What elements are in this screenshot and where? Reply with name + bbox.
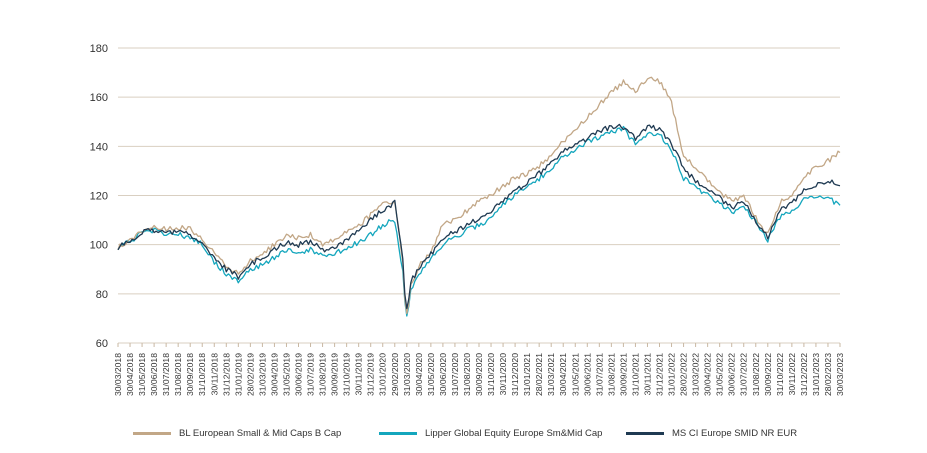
x-tick-label: 31/12/2020	[510, 353, 520, 396]
x-tick-label: 30/04/2019	[269, 353, 279, 396]
y-tick-label-100: 100	[90, 240, 108, 252]
legend-label-lipper: Lipper Global Equity Europe Sm&Mid Cap	[425, 428, 603, 439]
x-tick-label: 28/02/2021	[534, 353, 544, 396]
x-tick-label: 28/02/2022	[679, 353, 689, 396]
x-tick-label: 30/03/2018	[113, 353, 123, 396]
x-tick-label: 31/01/2022	[667, 353, 677, 396]
x-tick-label: 31/05/2021	[570, 353, 580, 396]
x-tick-label: 31/10/2021	[630, 353, 640, 396]
x-tick-label: 31/01/2021	[522, 353, 532, 396]
x-tick-label: 30/03/2023	[835, 353, 845, 396]
x-tick-label: 30/04/2020	[414, 353, 424, 396]
x-tick-label: 30/04/2018	[125, 353, 135, 396]
series-line-lipper-global-equity-europe-sm-mid-cap	[117, 125, 841, 317]
x-tick-label: 30/09/2022	[763, 353, 773, 396]
x-tick-label: 31/12/2018	[221, 353, 231, 396]
x-tick-label: 30/06/2019	[294, 353, 304, 396]
legend-swatch-lipper	[379, 432, 417, 435]
x-tick-label: 31/12/2022	[799, 353, 809, 396]
x-tick-label: 31/08/2022	[751, 353, 761, 396]
x-tick-label: 31/03/2022	[691, 353, 701, 396]
x-tick-label: 29/02/2020	[390, 353, 400, 396]
series-lines	[117, 76, 841, 317]
x-tick-label: 31/05/2019	[281, 353, 291, 396]
gridlines	[118, 47, 840, 344]
x-tick-label: 31/07/2022	[739, 353, 749, 396]
x-tick-label: 31/01/2023	[811, 353, 821, 396]
x-tick-label: 30/09/2021	[618, 353, 628, 396]
legend-item-bl-european: BL European Small & Mid Caps B Cap	[133, 428, 341, 439]
y-tick-label-180: 180	[90, 43, 108, 55]
x-tick-label: 30/09/2020	[474, 353, 484, 396]
y-tick-label-60: 60	[96, 338, 108, 350]
x-tick-label: 30/11/2019	[354, 353, 364, 396]
series-line-bl-european-small-mid-caps-b-cap	[117, 76, 841, 315]
legend-item-msci: MS CI Europe SMID NR EUR	[626, 428, 797, 439]
x-tick-label: 31/08/2018	[173, 353, 183, 396]
x-tick-label: 31/05/2020	[426, 353, 436, 396]
x-tick-label: 31/12/2021	[655, 353, 665, 396]
x-tick-label: 30/09/2019	[330, 353, 340, 396]
legend-swatch-msci	[626, 432, 664, 435]
x-tick-label: 31/10/2018	[197, 353, 207, 396]
legend-label-msci: MS CI Europe SMID NR EUR	[672, 428, 798, 439]
x-tick-label: 31/10/2019	[342, 353, 352, 396]
y-axis: 60 80 100 120 140 160 180	[90, 43, 108, 350]
x-tick-label: 30/06/2022	[727, 353, 737, 396]
x-tick-label: 31/01/2019	[233, 353, 243, 396]
x-tick-label: 30/06/2021	[582, 353, 592, 396]
y-tick-label-160: 160	[90, 92, 108, 104]
x-tick-label: 28/02/2023	[823, 353, 833, 396]
x-tick-label: 31/03/2020	[402, 353, 412, 396]
x-tick-label: 31/10/2020	[486, 353, 496, 396]
x-tick-label: 31/05/2022	[715, 353, 725, 396]
legend: BL European Small & Mid Caps B Cap Lippe…	[0, 428, 927, 448]
y-tick-label-80: 80	[96, 289, 108, 301]
x-tick-label: 31/03/2019	[257, 353, 267, 396]
series-line-ms-ci-europe-smid-nr-eur	[117, 123, 841, 310]
x-tick-label: 30/11/2022	[787, 353, 797, 396]
x-tick-label: 31/01/2020	[378, 353, 388, 396]
x-tick-label: 31/08/2021	[606, 353, 616, 396]
x-tick-label: 30/09/2018	[185, 353, 195, 396]
y-tick-label-140: 140	[90, 141, 108, 153]
x-tick-label: 31/08/2020	[462, 353, 472, 396]
x-tick-label: 30/11/2021	[642, 353, 652, 396]
x-tick-label: 30/04/2022	[703, 353, 713, 396]
x-tick-label: 30/04/2021	[558, 353, 568, 396]
y-tick-label-120: 120	[90, 191, 108, 203]
legend-item-lipper: Lipper Global Equity Europe Sm&Mid Cap	[379, 428, 602, 439]
line-chart: 60 80 100 120 140 160 180 30/03/2018 30/04/2018…	[90, 43, 845, 396]
x-tick-label: 30/06/2020	[438, 353, 448, 396]
x-tick-label: 30/11/2018	[209, 353, 219, 396]
x-tick-label: 30/06/2018	[149, 353, 159, 396]
x-tick-label: 31/12/2019	[366, 353, 376, 396]
legend-swatch-bl-european	[133, 432, 171, 435]
x-tick-label: 31/03/2021	[546, 353, 556, 396]
x-tick-label: 31/08/2019	[318, 353, 328, 396]
x-tick-label: 30/11/2020	[498, 353, 508, 396]
x-axis: 30/03/2018 30/04/2018 31/05/2018 30/06/2018…	[113, 343, 845, 396]
x-tick-label: 31/05/2018	[137, 353, 147, 396]
legend-label-bl-european: BL European Small & Mid Caps B Cap	[179, 428, 342, 439]
x-tick-label: 31/07/2019	[306, 353, 316, 396]
x-tick-label: 31/07/2021	[594, 353, 604, 396]
x-tick-label: 28/02/2019	[245, 353, 255, 396]
x-tick-label: 31/07/2020	[450, 353, 460, 396]
x-tick-label: 31/07/2018	[161, 353, 171, 396]
x-tick-label: 31/10/2022	[775, 353, 785, 396]
